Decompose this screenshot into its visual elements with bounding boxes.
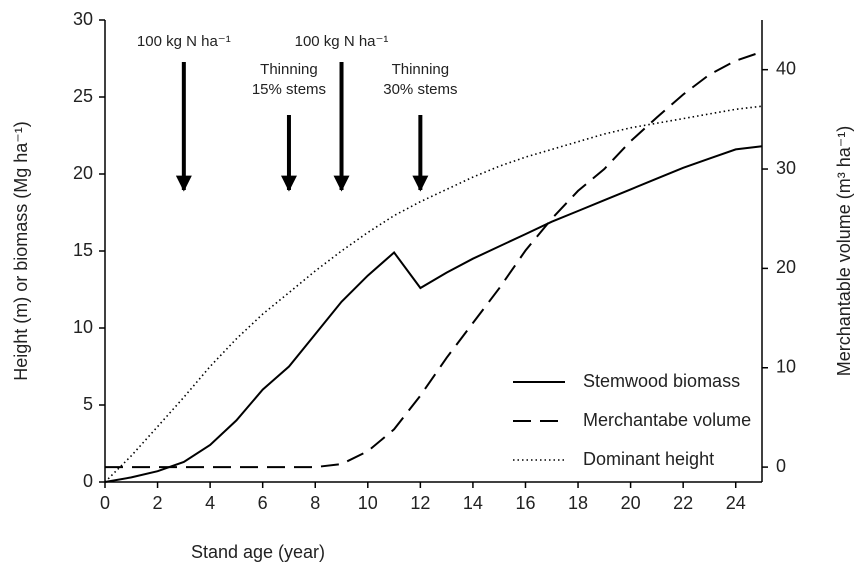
x-tick-label: 6 xyxy=(258,493,268,513)
annotation-text: 100 kg N ha⁻¹ xyxy=(137,33,231,50)
y2-tick-label: 20 xyxy=(776,257,796,277)
x-tick-label: 22 xyxy=(673,493,693,513)
annotation-text: Thinning xyxy=(260,61,318,78)
legend-label: Dominant height xyxy=(583,449,714,469)
y2-tick-label: 30 xyxy=(776,158,796,178)
x-axis-label: Stand age (year) xyxy=(191,542,325,562)
y-tick-label: 15 xyxy=(73,240,93,260)
line-series xyxy=(105,50,763,469)
x-tick-label: 10 xyxy=(358,493,378,513)
annotation-text: Thinning xyxy=(392,61,450,78)
x-tick-label: 18 xyxy=(568,493,588,513)
x-tick-label: 20 xyxy=(621,493,641,513)
y-tick-label: 5 xyxy=(83,394,93,414)
y2-tick-label: 0 xyxy=(776,456,786,476)
annotation-text: 100 kg N ha⁻¹ xyxy=(295,33,389,50)
x-tick-label: 0 xyxy=(100,493,110,513)
x-tick-label: 14 xyxy=(463,493,483,513)
y2-tick-label: 10 xyxy=(776,356,796,376)
x-tick-label: 2 xyxy=(153,493,163,513)
line-series xyxy=(104,105,763,483)
y-tick-label: 20 xyxy=(73,163,93,183)
y-axis-label: Height (m) or biomass (Mg ha⁻¹) xyxy=(11,121,31,381)
x-tick-label: 24 xyxy=(726,493,746,513)
x-tick-label: 8 xyxy=(310,493,320,513)
legend-label: Merchantabe volume xyxy=(583,410,751,430)
annotation-text: 15% stems xyxy=(252,81,326,98)
x-tick-label: 12 xyxy=(410,493,430,513)
y2-tick-label: 40 xyxy=(776,58,796,78)
x-tick-label: 4 xyxy=(205,493,215,513)
legend-label: Stemwood biomass xyxy=(583,371,740,391)
annotation-text: 30% stems xyxy=(383,81,457,98)
line-series xyxy=(104,145,763,483)
y-tick-label: 10 xyxy=(73,317,93,337)
y-tick-label: 25 xyxy=(73,86,93,106)
y-tick-label: 0 xyxy=(83,471,93,491)
x-tick-label: 16 xyxy=(515,493,535,513)
y-tick-label: 30 xyxy=(73,9,93,29)
y2-axis-label: Merchantable volume (m³ ha⁻¹) xyxy=(834,126,854,377)
